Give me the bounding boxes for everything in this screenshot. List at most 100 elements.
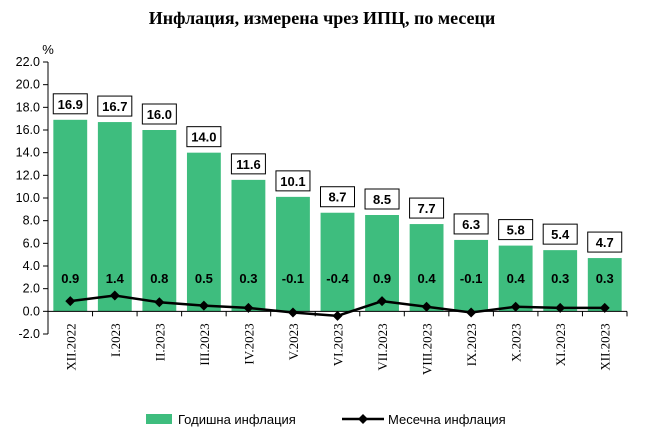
bar-value-box xyxy=(275,170,311,192)
y-axis: 22.0 20.0 18.0 16.0 14.0 12.0 10.0 8.0 6.0 4.0 2.0… xyxy=(16,55,48,341)
line-value-label: 0.3 xyxy=(596,271,614,286)
x-category-label: XI.2023 xyxy=(553,323,568,366)
monthly-inflation-marker xyxy=(377,296,388,307)
bar-value-label: 6.3 xyxy=(462,217,480,232)
bar-value-label: 4.7 xyxy=(596,235,614,250)
legend-marker-monthly xyxy=(358,414,368,424)
monthly-inflation-marker xyxy=(466,307,477,318)
x-category-label: X.2023 xyxy=(509,323,524,362)
bar-annual-inflation xyxy=(365,215,399,312)
y-tick-label: 20.0 xyxy=(16,78,40,92)
y-axis-unit: % xyxy=(42,42,54,57)
y-tick-label: 10.0 xyxy=(16,191,40,205)
bar-value-label: 14.0 xyxy=(191,130,216,145)
x-category-label: IX.2023 xyxy=(464,323,479,366)
x-category-label: XII.2022 xyxy=(63,323,78,370)
y-tick-label: 6.0 xyxy=(23,236,40,250)
bar-annual-inflation xyxy=(454,239,489,312)
y-tick-label: 2.0 xyxy=(23,282,40,296)
legend-label-monthly: Месечна инфлация xyxy=(388,412,506,427)
y-tick-label: 12.0 xyxy=(16,168,40,182)
y-tick-label: 18.0 xyxy=(16,100,40,114)
line-value-label: 0.4 xyxy=(507,271,526,286)
line-value-label: 0.3 xyxy=(551,271,569,286)
y-tick-label: 8.0 xyxy=(23,214,40,228)
line-value-label: -0.1 xyxy=(460,271,482,286)
bar-value-label: 11.6 xyxy=(236,157,261,172)
bar-annual-inflation xyxy=(543,250,578,312)
bar-value-box xyxy=(230,153,266,175)
line-value-label: 0.4 xyxy=(418,271,437,286)
bar-annual-inflation xyxy=(409,224,444,312)
x-category-label: I.2023 xyxy=(108,323,123,357)
bar-value-label: 8.7 xyxy=(328,190,346,205)
bar-value-box xyxy=(52,93,88,115)
bar-annual-inflation xyxy=(587,258,622,312)
monthly-inflation-marker xyxy=(332,310,343,321)
y-tick-label: 0.0 xyxy=(23,304,40,318)
monthly-inflation-marker xyxy=(109,290,120,301)
line-value-label: 0.3 xyxy=(239,271,257,286)
bar-value-box xyxy=(587,231,623,253)
bar-value-label: 16.7 xyxy=(102,99,127,114)
y-tick-label: 4.0 xyxy=(23,259,40,273)
x-category-label: VI.2023 xyxy=(331,323,346,366)
line-value-label: 0.5 xyxy=(195,271,213,286)
bar-value-label: 16.0 xyxy=(147,107,172,122)
bars xyxy=(53,119,622,312)
x-axis: XII.2022 I.2023 II.2023 III.2023 IV.2023 V.20… xyxy=(63,323,612,375)
bar-annual-inflation xyxy=(142,130,177,312)
y-tick-label: 16.0 xyxy=(16,123,40,137)
bar-value-box xyxy=(542,223,578,245)
monthly-inflation-marker xyxy=(555,302,566,313)
legend-swatch-annual xyxy=(146,414,172,424)
monthly-inflation-marker xyxy=(243,302,254,313)
x-category-label: VII.2023 xyxy=(375,323,390,370)
monthly-inflation-marker xyxy=(510,301,521,312)
monthly-inflation-marker xyxy=(599,302,610,313)
x-category-label: V.2023 xyxy=(286,323,301,360)
line-value-label: 1.4 xyxy=(106,271,125,286)
bar-value-label: 10.1 xyxy=(280,174,305,189)
monthly-inflation-marker xyxy=(421,301,432,312)
bar-annual-inflation xyxy=(498,245,533,312)
bar-annual-inflation xyxy=(276,196,310,312)
bar-value-label: 16.9 xyxy=(58,97,83,112)
bar-value-box xyxy=(186,126,222,148)
bar-value-label: 7.7 xyxy=(418,201,436,216)
bar-annual-inflation xyxy=(320,212,355,312)
monthly-inflation-marker xyxy=(287,307,298,318)
bar-annual-inflation xyxy=(53,119,88,312)
bar-value-box xyxy=(498,219,534,241)
bar-annual-inflation xyxy=(186,152,221,312)
bar-value-label: 5.4 xyxy=(551,227,570,242)
bar-value-box xyxy=(364,188,400,210)
legend-label-annual: Годишна инфлация xyxy=(178,412,296,427)
x-category-label: VIII.2023 xyxy=(420,323,435,375)
monthly-inflation-marker xyxy=(65,296,76,307)
bar-annual-inflation xyxy=(97,122,132,312)
bar-value-box xyxy=(141,103,177,125)
line-value-label: -0.4 xyxy=(326,271,349,286)
chart-title: Инфлация, измерена чрез ИПЦ, по месеци xyxy=(149,8,496,28)
monthly-inflation-marker xyxy=(154,297,165,308)
monthly-inflation-marker xyxy=(198,300,209,311)
bar-value-box xyxy=(320,186,355,208)
x-category-label: III.2023 xyxy=(197,323,212,365)
line-value-label: -0.1 xyxy=(282,271,304,286)
bar-annual-inflation xyxy=(231,179,266,312)
y-tick-label: -2.0 xyxy=(18,327,40,341)
monthly-line xyxy=(65,290,610,321)
line-value-label: 0.9 xyxy=(373,271,391,286)
x-category-label: II.2023 xyxy=(152,323,167,361)
line-value-label: 0.9 xyxy=(61,271,79,286)
bar-value-label: 5.8 xyxy=(507,223,525,238)
y-tick-label: 22.0 xyxy=(16,55,40,69)
line-value-label: 0.8 xyxy=(150,271,168,286)
legend: Годишна инфлация Месечна инфлация xyxy=(146,412,506,427)
x-category-label: IV.2023 xyxy=(241,323,256,364)
bar-value-box xyxy=(409,197,445,219)
bar-value-label: 8.5 xyxy=(373,192,391,207)
bar-value-box xyxy=(453,213,489,235)
